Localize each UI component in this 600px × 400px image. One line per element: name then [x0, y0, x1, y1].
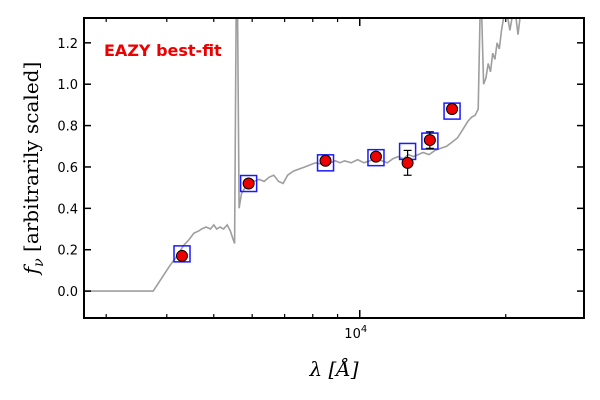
y-tick-label: 0.4: [57, 202, 78, 217]
y-tick-label: 1.0: [57, 78, 78, 93]
observed-flux-layer: [176, 103, 459, 262]
y-tick-label: 0.8: [57, 120, 78, 135]
observed-flux-point: [176, 249, 189, 262]
y-tick-label: 0.2: [57, 244, 78, 259]
observed-flux-point: [401, 156, 414, 169]
model-flux-marker: [367, 148, 385, 167]
x-axis-label: λ [Å]: [308, 356, 358, 381]
observed-flux-point: [319, 154, 332, 167]
y-tick-label: 0.6: [57, 161, 78, 176]
template-sed-line: [84, 18, 521, 292]
observed-flux-point: [446, 103, 459, 116]
plot-frame: [83, 17, 585, 319]
model-flux-marker: [239, 174, 258, 193]
y-tick-label: 0.0: [57, 285, 78, 300]
y-axis-label: fν [arbitrarily scaled]: [19, 62, 47, 277]
model-flux-layer: [173, 102, 461, 263]
y-tick-label: 1.2: [57, 37, 78, 52]
observed-flux-point: [423, 134, 436, 147]
axis-ticks: 0.0 0.2 0.4 0.6 0.8 1.0 1.2 104: [57, 18, 584, 342]
observed-flux-point: [369, 150, 382, 163]
observed-flux-point: [242, 177, 255, 190]
template-sed-layer: [84, 18, 521, 292]
x-tick-label: 104: [344, 324, 367, 342]
annotation-label: EAZY best-fit: [104, 41, 222, 60]
